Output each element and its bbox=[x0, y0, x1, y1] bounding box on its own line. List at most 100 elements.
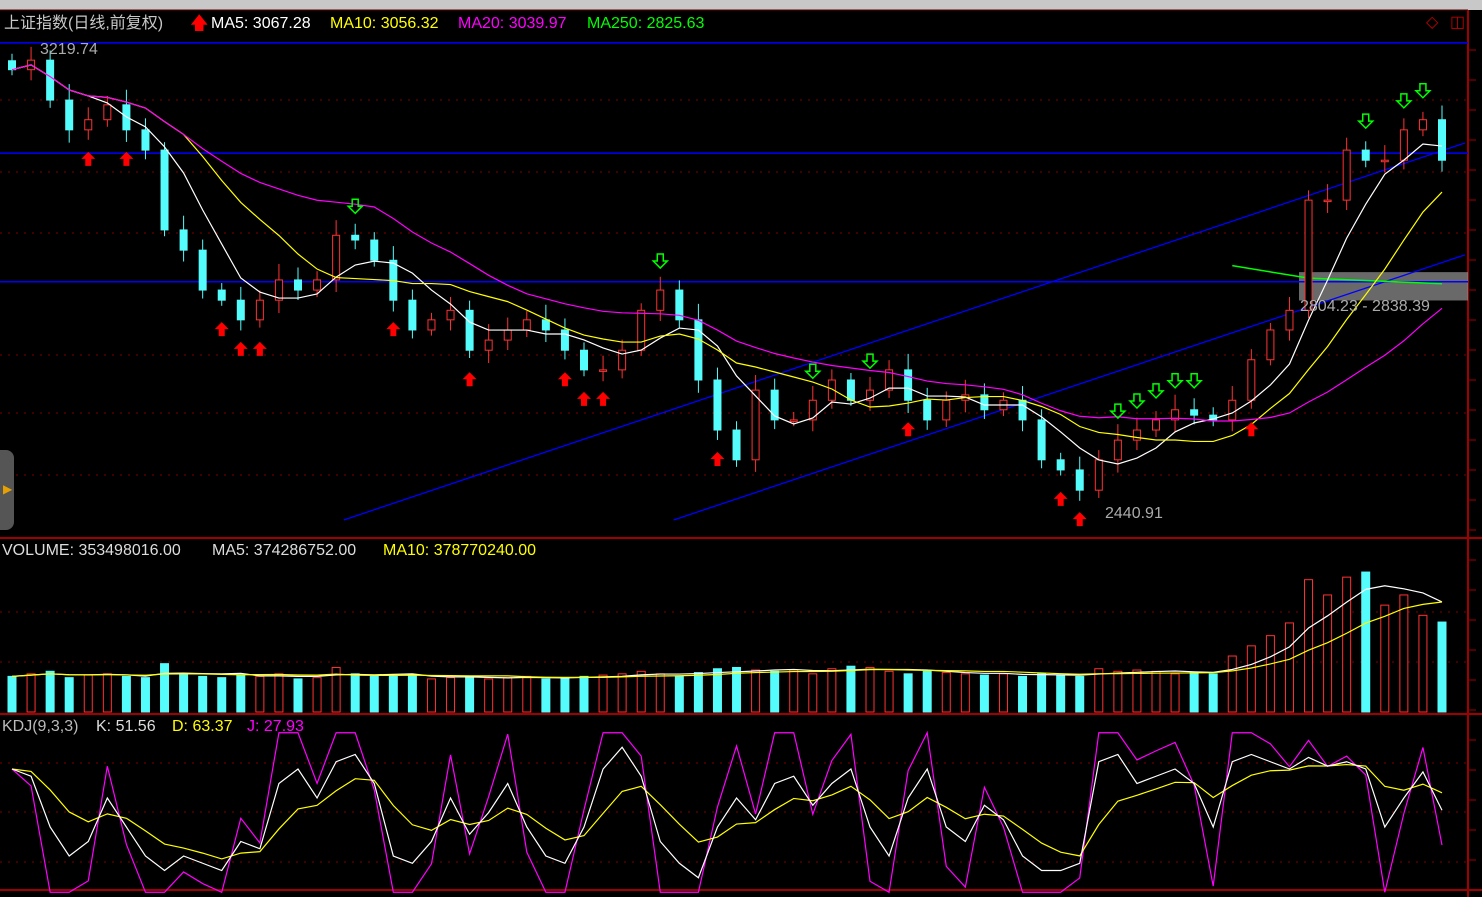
volume-bar-down bbox=[979, 674, 989, 713]
trend-line bbox=[673, 254, 1466, 521]
buy-arrow-icon bbox=[1053, 491, 1068, 506]
volume-bar-up bbox=[998, 673, 1008, 713]
volume-bar-down bbox=[732, 666, 742, 713]
ma10-label: MA10: 3056.32 bbox=[330, 15, 439, 32]
volume-bar-up bbox=[1132, 669, 1142, 713]
kdj-d-line bbox=[11, 763, 1443, 860]
sidebar-toggle-handle[interactable]: ▶ bbox=[0, 450, 14, 530]
kdj-label: KDJ(9,3,3) bbox=[2, 718, 79, 735]
volume-bar-up bbox=[960, 673, 970, 713]
moving-averages bbox=[11, 64, 1443, 465]
candle-down bbox=[770, 389, 779, 421]
candle-down bbox=[408, 299, 417, 331]
candle-down bbox=[198, 249, 207, 291]
volume-bar-down bbox=[369, 675, 379, 713]
candle-down bbox=[46, 59, 55, 101]
candle-up bbox=[313, 279, 322, 291]
candle-up bbox=[446, 309, 455, 321]
candle-down bbox=[675, 289, 684, 321]
ma10-line bbox=[11, 64, 1443, 443]
volume-bar-down bbox=[1437, 621, 1447, 713]
volume-bars bbox=[7, 571, 1447, 713]
sell-arrow-icon bbox=[861, 353, 879, 370]
candle-down bbox=[580, 349, 588, 371]
volume-bar-down bbox=[1208, 673, 1218, 713]
signals bbox=[81, 82, 1432, 527]
candle-up bbox=[1285, 309, 1294, 331]
chart-title: 上证指数(日线,前复权) bbox=[4, 15, 164, 32]
kdj-d-label: D: 63.37 bbox=[172, 718, 233, 735]
range-box bbox=[1299, 272, 1468, 301]
layout-toggle-icon[interactable]: ◫ bbox=[1450, 14, 1466, 31]
volume-bar-down bbox=[693, 672, 703, 713]
volume-ma10-line bbox=[11, 601, 1443, 678]
volume-bar-up bbox=[484, 678, 494, 713]
kdj-k-label: K: 51.56 bbox=[96, 718, 156, 735]
kdj-j-label: J: 27.93 bbox=[247, 718, 304, 735]
sell-arrow-icon bbox=[1147, 383, 1165, 399]
volume-bar-down bbox=[674, 675, 684, 713]
candle-up bbox=[1228, 399, 1237, 421]
arrow-up-icon: 🡅 bbox=[190, 13, 209, 33]
volume-bar-up bbox=[884, 670, 894, 713]
candle-up bbox=[332, 234, 341, 281]
candle-up bbox=[1323, 199, 1332, 203]
candle-up bbox=[1266, 329, 1275, 361]
volume-bar-up bbox=[1227, 655, 1237, 713]
volume-bar-down bbox=[1075, 675, 1085, 713]
candle-up bbox=[274, 279, 283, 301]
volume-bar-up bbox=[941, 672, 951, 713]
candle-down bbox=[294, 279, 302, 291]
tab-strip[interactable] bbox=[0, 0, 1482, 10]
buy-arrow-icon bbox=[557, 372, 572, 387]
buy-arrow-icon bbox=[252, 341, 267, 356]
candle-down bbox=[846, 379, 855, 401]
candle-up bbox=[255, 299, 264, 321]
volume-bar-up bbox=[865, 666, 875, 713]
volume-bar-down bbox=[1018, 675, 1028, 713]
volume-bar-up bbox=[655, 673, 665, 713]
candle-down bbox=[1190, 409, 1199, 416]
candle-down bbox=[732, 429, 741, 461]
low-price-label: 2440.91 bbox=[1105, 505, 1163, 522]
ma20-label: MA20: 3039.97 bbox=[458, 15, 567, 32]
chevron-right-icon: ▶ bbox=[3, 482, 13, 496]
candle-up bbox=[1247, 359, 1256, 401]
volume-ma10-label: MA10: 378770240.00 bbox=[383, 542, 537, 559]
buy-arrow-icon bbox=[596, 391, 611, 406]
buy-arrow-icon bbox=[901, 422, 916, 437]
volume-bar-down bbox=[293, 678, 303, 713]
candle-up bbox=[808, 399, 817, 421]
diamond-icon[interactable]: ◇ bbox=[1426, 14, 1439, 31]
kdj-lines bbox=[11, 730, 1443, 894]
candle-up bbox=[103, 104, 112, 121]
candle-up bbox=[751, 389, 760, 461]
volume-bar-down bbox=[45, 670, 55, 713]
candle-down bbox=[560, 329, 569, 351]
candle-down bbox=[351, 234, 360, 241]
buy-arrow-icon bbox=[386, 322, 401, 337]
sell-arrow-icon bbox=[1185, 373, 1203, 389]
volume-bar-up bbox=[1151, 670, 1161, 713]
sell-arrow-icon bbox=[1128, 393, 1146, 410]
volume-bar-down bbox=[140, 677, 150, 713]
ma5-line bbox=[11, 64, 1443, 465]
candle-down bbox=[694, 319, 703, 381]
volume-bar-down bbox=[160, 663, 170, 713]
candle-up bbox=[827, 379, 836, 401]
buy-arrow-icon bbox=[710, 452, 725, 467]
sell-arrow-icon bbox=[803, 363, 822, 380]
candle-down bbox=[1361, 149, 1370, 161]
candle-down bbox=[980, 394, 989, 411]
candle-up bbox=[484, 339, 493, 351]
volume-bar-up bbox=[1380, 604, 1390, 713]
buy-arrow-icon bbox=[81, 151, 96, 166]
volume-bar-up bbox=[446, 677, 456, 713]
volume-bar-up bbox=[522, 675, 532, 713]
candle-down bbox=[1438, 119, 1446, 161]
volume-bar-up bbox=[102, 673, 112, 713]
grid bbox=[0, 9, 1482, 897]
candle-up bbox=[1380, 159, 1389, 163]
volume-bar-up bbox=[26, 673, 36, 713]
volume-bar-up bbox=[617, 673, 627, 713]
